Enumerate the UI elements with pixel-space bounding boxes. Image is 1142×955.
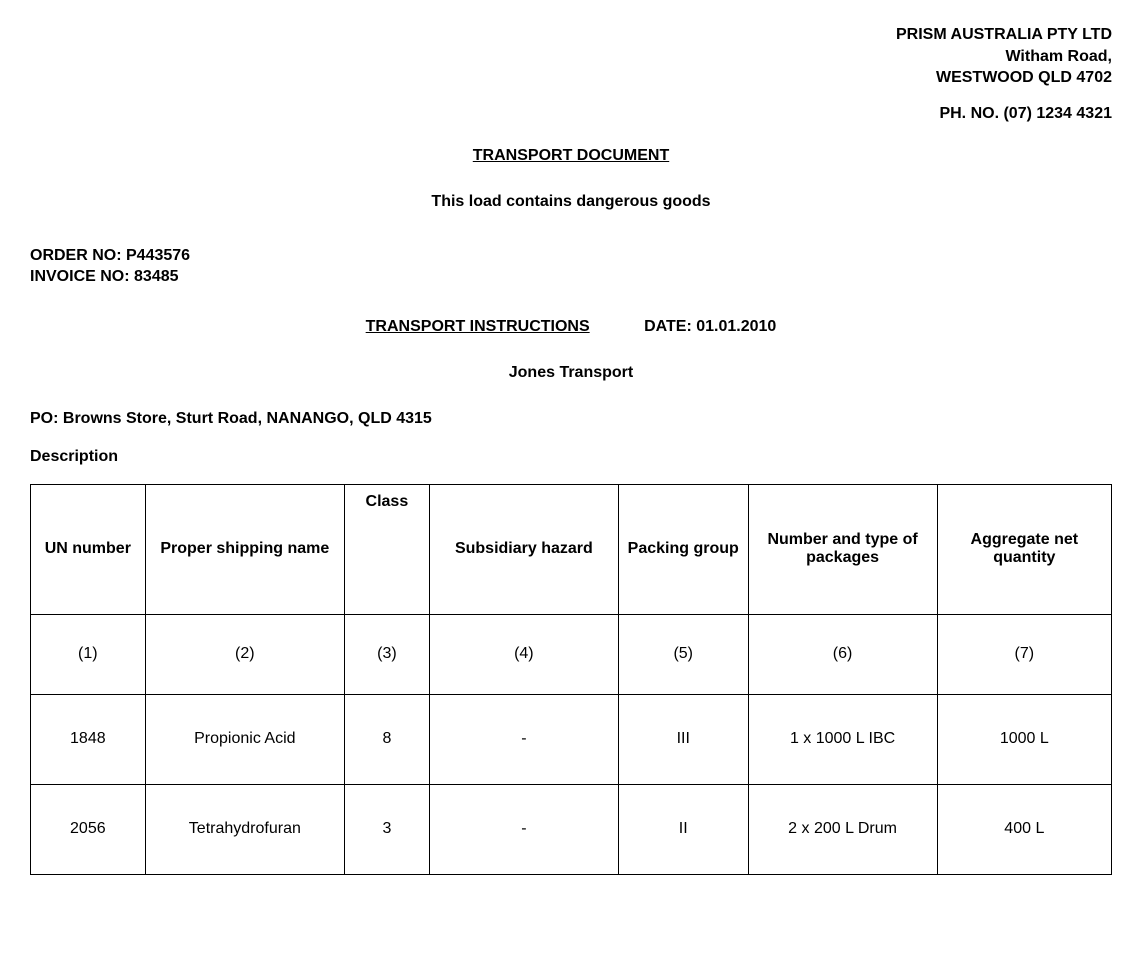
order-no-value: P443576 (126, 247, 190, 264)
th-proper-name: Proper shipping name (145, 484, 344, 614)
date-label: DATE: (644, 318, 696, 335)
colnum-3: (3) (345, 614, 430, 694)
th-class: Class (345, 484, 430, 614)
cell-name: Tetrahydrofuran (145, 784, 344, 874)
cell-un: 1848 (31, 694, 146, 784)
goods-table: UN number Proper shipping name Class Sub… (30, 484, 1112, 875)
invoice-no-line: INVOICE NO: 83485 (30, 266, 1112, 288)
company-phone: PH. NO. (07) 1234 4321 (30, 105, 1112, 123)
cell-sub: - (429, 784, 618, 874)
th-packages: Number and type of packages (748, 484, 937, 614)
cell-agg: 400 L (937, 784, 1111, 874)
po-value: Browns Store, Sturt Road, NANANGO, QLD 4… (63, 410, 432, 427)
colnum-6: (6) (748, 614, 937, 694)
th-subsidiary: Subsidiary hazard (429, 484, 618, 614)
th-un-number: UN number (31, 484, 146, 614)
company-name: PRISM AUSTRALIA PTY LTD (30, 24, 1112, 46)
instructions-title: TRANSPORT INSTRUCTIONS (366, 318, 590, 336)
cell-un: 2056 (31, 784, 146, 874)
table-number-row: (1) (2) (3) (4) (5) (6) (7) (31, 614, 1112, 694)
th-aggregate: Aggregate net quantity (937, 484, 1111, 614)
cell-pg: III (618, 694, 748, 784)
table-row: 2056 Tetrahydrofuran 3 - II 2 x 200 L Dr… (31, 784, 1112, 874)
cell-class: 3 (345, 784, 430, 874)
company-street: Witham Road, (30, 46, 1112, 68)
invoice-no-value: 83485 (134, 268, 179, 285)
order-no-label: ORDER NO: (30, 247, 126, 264)
order-no-line: ORDER NO: P443576 (30, 245, 1112, 267)
table-row: 1848 Propionic Acid 8 - III 1 x 1000 L I… (31, 694, 1112, 784)
th-packing-group: Packing group (618, 484, 748, 614)
cell-name: Propionic Acid (145, 694, 344, 784)
company-city: WESTWOOD QLD 4702 (30, 67, 1112, 89)
cell-class: 8 (345, 694, 430, 784)
document-title: TRANSPORT DOCUMENT (30, 147, 1112, 165)
colnum-2: (2) (145, 614, 344, 694)
description-label: Description (30, 448, 1112, 466)
colnum-7: (7) (937, 614, 1111, 694)
table-body: (1) (2) (3) (4) (5) (6) (7) 1848 Propion… (31, 614, 1112, 874)
po-label: PO: (30, 410, 63, 427)
date-value: 01.01.2010 (696, 318, 776, 335)
cell-pg: II (618, 784, 748, 874)
cell-agg: 1000 L (937, 694, 1111, 784)
invoice-no-label: INVOICE NO: (30, 268, 134, 285)
document-subtitle: This load contains dangerous goods (30, 193, 1112, 211)
colnum-5: (5) (618, 614, 748, 694)
cell-pkg: 1 x 1000 L IBC (748, 694, 937, 784)
colnum-4: (4) (429, 614, 618, 694)
cell-sub: - (429, 694, 618, 784)
colnum-1: (1) (31, 614, 146, 694)
table-header-row: UN number Proper shipping name Class Sub… (31, 484, 1112, 614)
carrier-name: Jones Transport (30, 364, 1112, 382)
cell-pkg: 2 x 200 L Drum (748, 784, 937, 874)
